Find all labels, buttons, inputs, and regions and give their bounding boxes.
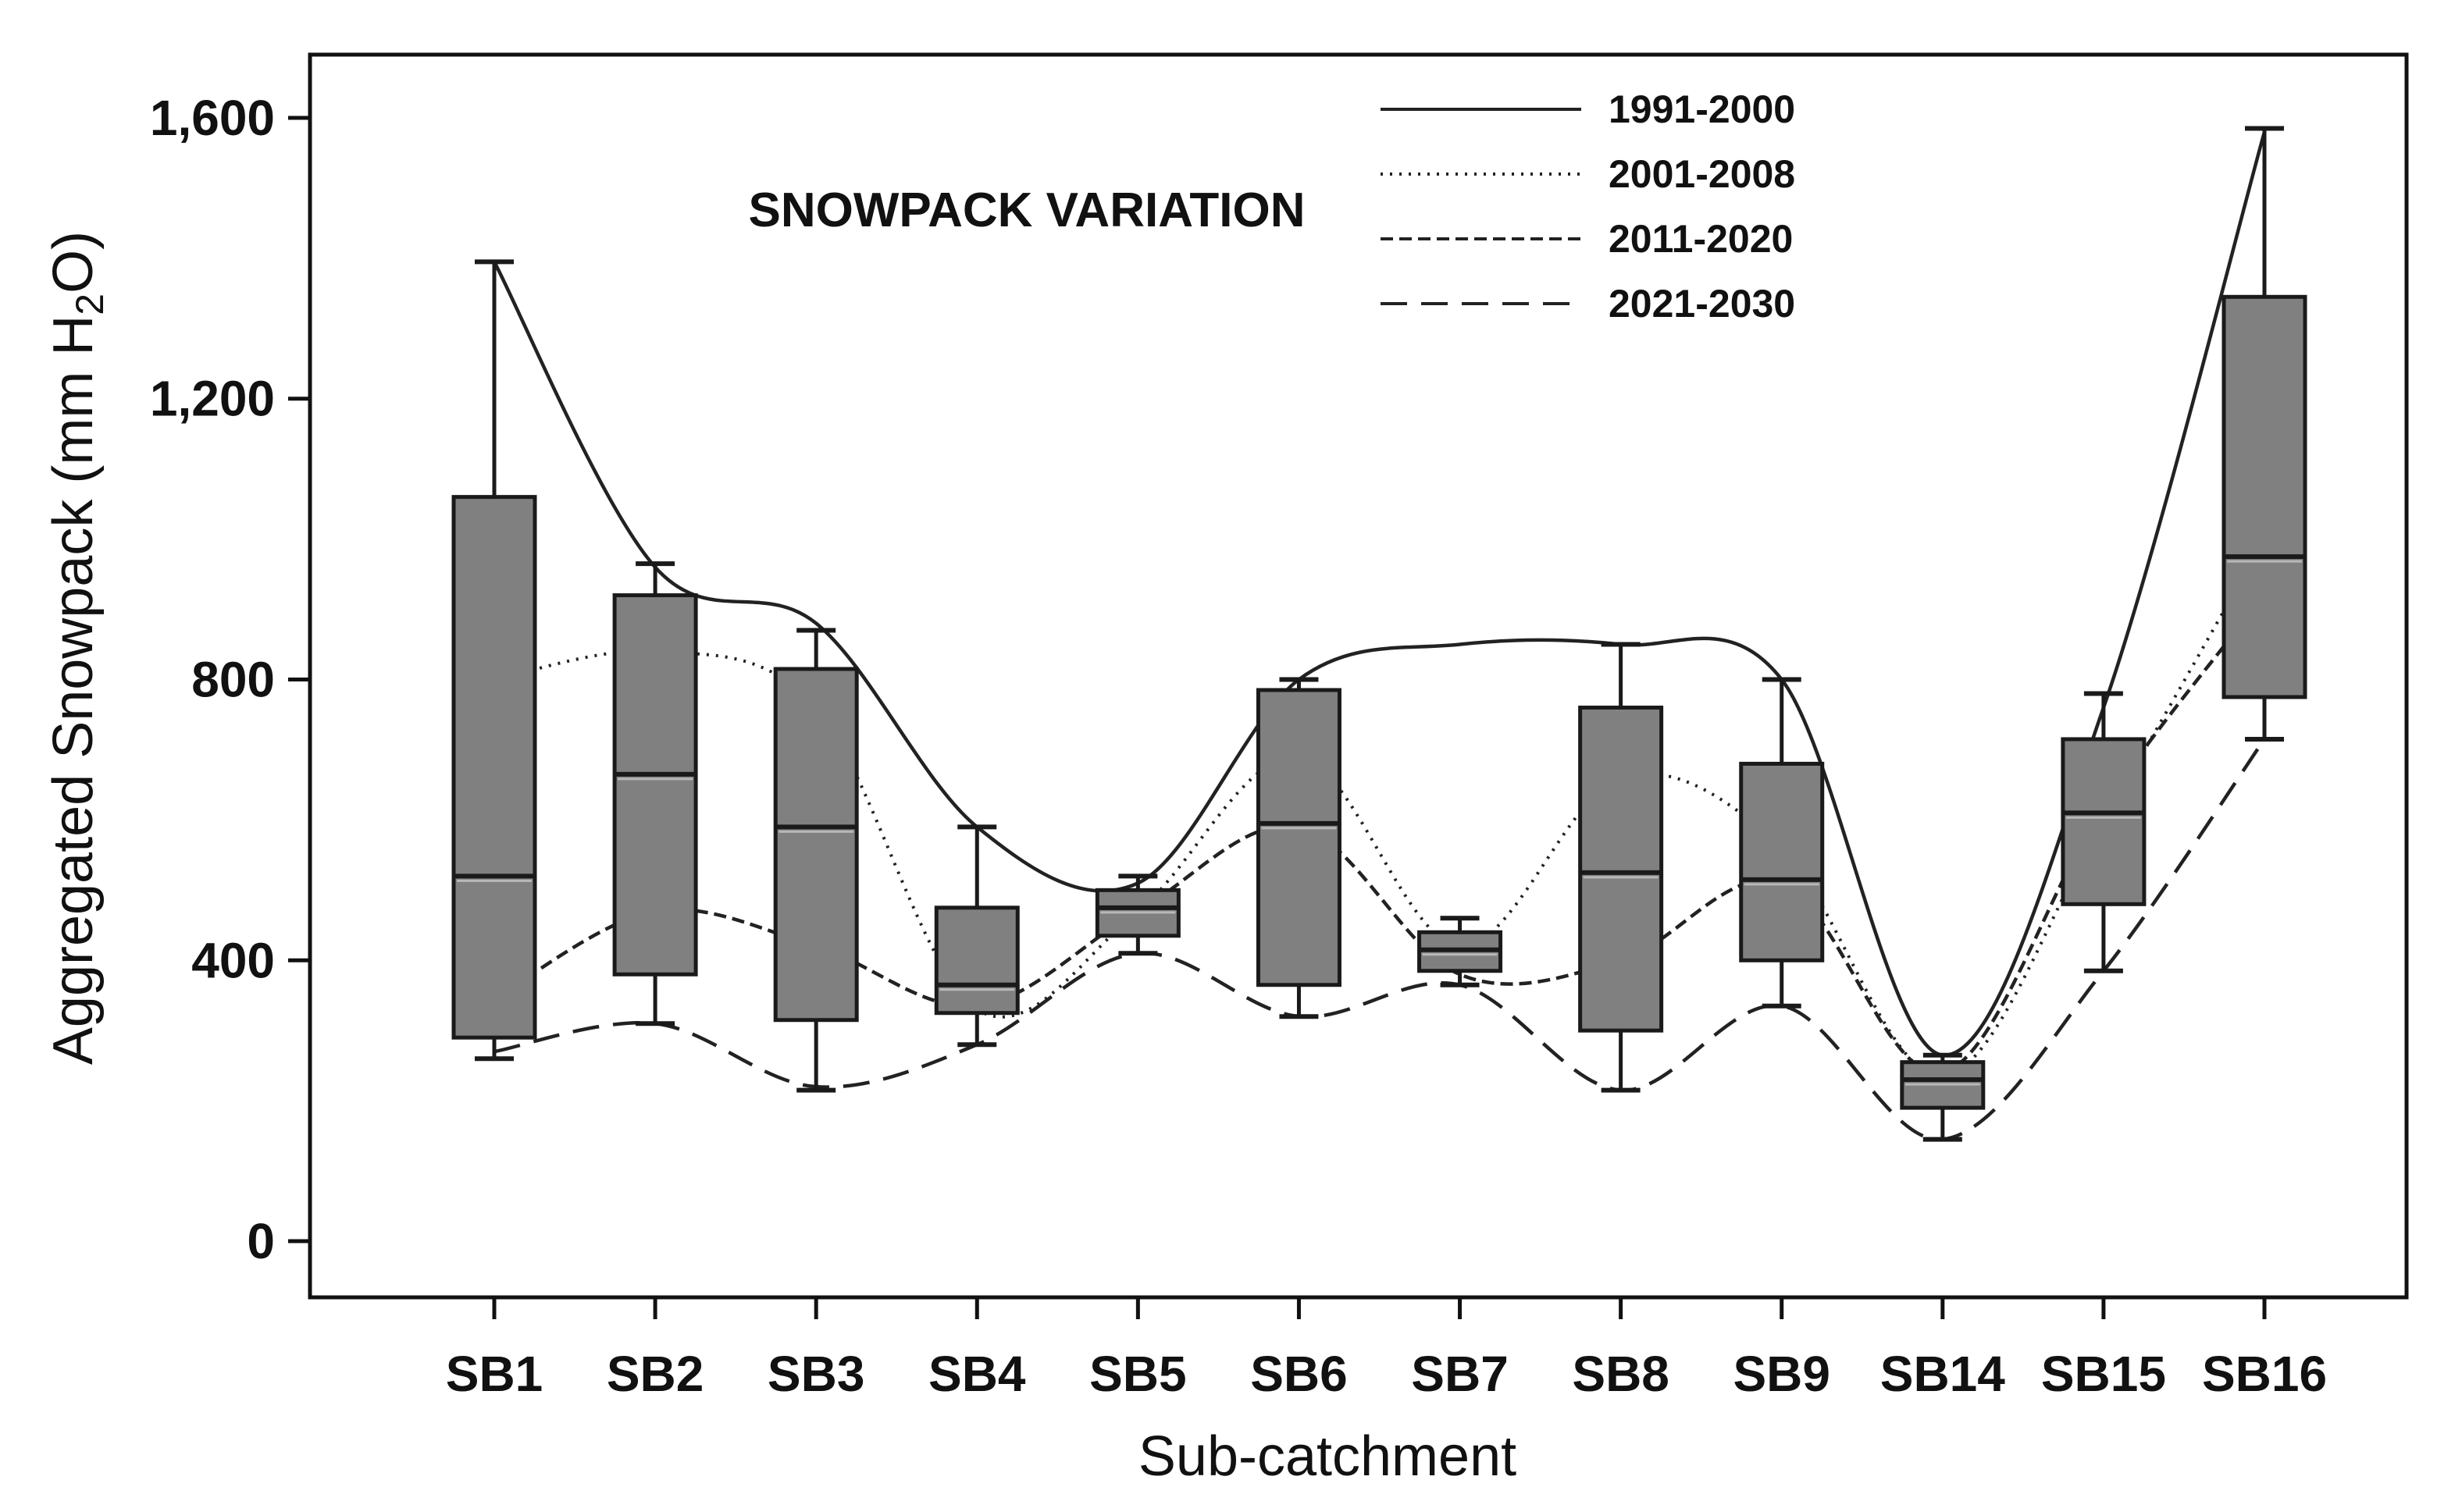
legend-label-2001-2008: 2001-2008: [1609, 152, 1795, 196]
x-axis-title: Sub-catchment: [1138, 1425, 1516, 1488]
y-axis-title: Aggregated Snowpack (mm H2O): [42, 231, 112, 1065]
iqr-box: [451, 495, 537, 1040]
y-axis: 0 400 800 1,200 1,600: [150, 90, 310, 1269]
y-tick-label: 800: [191, 651, 275, 707]
iqr-box: [1739, 761, 1825, 962]
legend-label-1991-2000: 1991-2000: [1609, 87, 1795, 131]
box-SB16: [2222, 126, 2307, 742]
box-SB7: [1417, 916, 1503, 987]
box-SB14: [1900, 1052, 1986, 1142]
y-axis-title-subscript: 2: [68, 294, 112, 315]
x-axis: SB1 SB2 SB3 SB4 SB5 SB6 SB7 SB8 SB9 SB14 SB15 SB16: [446, 1297, 2327, 1402]
box-SB15: [2061, 691, 2147, 973]
iqr-box: [773, 667, 859, 1023]
iqr-box: [612, 593, 698, 977]
x-tick-label: SB2: [607, 1346, 704, 1402]
box-SB6: [1256, 677, 1341, 1019]
y-tick-label: 0: [247, 1213, 275, 1269]
x-tick-label: SB1: [446, 1346, 543, 1402]
chart-title: SNOWPACK VARIATION: [749, 183, 1306, 237]
legend: 1991-2000 2001-2008 2011-2020 2021-2030: [1381, 87, 1795, 326]
y-tick-label: 1,600: [150, 90, 275, 146]
plot-frame: [308, 52, 2409, 1300]
box-plots: [451, 126, 2307, 1142]
y-axis-title-prefix: Aggregated Snowpack (mm H: [42, 315, 105, 1065]
x-tick-label: SB6: [1250, 1346, 1348, 1402]
box-SB9: [1739, 677, 1825, 1009]
iqr-box: [934, 905, 1020, 1016]
box-SB8: [1578, 642, 1664, 1093]
box-SB4: [934, 824, 1020, 1048]
box-SB3: [773, 628, 859, 1093]
x-tick-label: SB4: [928, 1346, 1026, 1402]
legend-label-2021-2030: 2021-2030: [1609, 282, 1795, 326]
legend-label-2011-2020: 2011-2020: [1609, 217, 1793, 261]
x-tick-label: SB7: [1411, 1346, 1509, 1402]
box-SB5: [1095, 873, 1181, 956]
iqr-box: [2061, 737, 2147, 906]
y-axis-title-suffix: O): [42, 231, 105, 294]
iqr-box: [1578, 705, 1664, 1033]
x-tick-label: SB8: [1572, 1346, 1669, 1402]
x-tick-label: SB15: [2041, 1346, 2166, 1402]
x-tick-label: SB9: [1733, 1346, 1830, 1402]
x-tick-label: SB3: [768, 1346, 865, 1402]
x-tick-label: SB16: [2202, 1346, 2327, 1402]
box-SB2: [612, 561, 698, 1026]
y-tick-label: 400: [191, 932, 275, 988]
box-SB1: [451, 259, 537, 1062]
iqr-box: [1256, 688, 1341, 987]
x-tick-label: SB5: [1089, 1346, 1187, 1402]
series-line-1991-2000: [493, 131, 2267, 1057]
x-tick-label: SB14: [1880, 1346, 2006, 1402]
y-tick-label: 1,200: [150, 371, 275, 427]
iqr-box: [2222, 294, 2307, 699]
